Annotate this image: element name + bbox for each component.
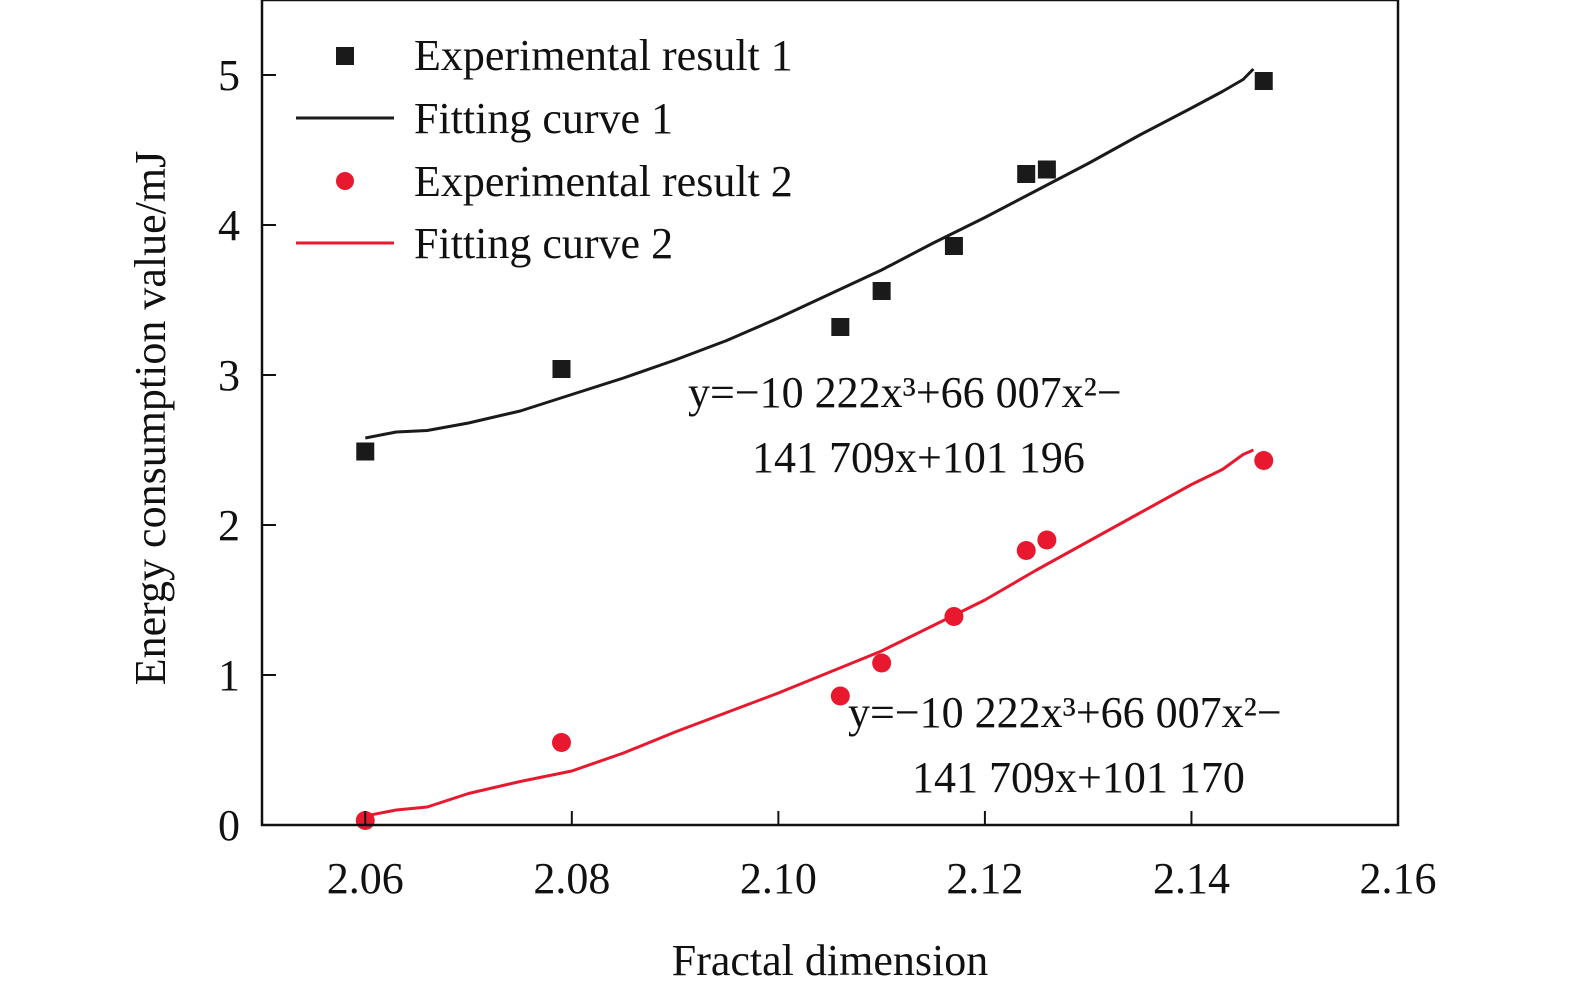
x-axis-title: Fractal dimension [672,936,989,985]
data-point-experimental-result-2 [1016,541,1036,560]
y-tick-label: 5 [218,51,240,100]
data-point-experimental-result-2 [551,733,571,752]
y-axis: 0 1 2 3 4 5 [218,51,276,850]
data-point-experimental-result-1 [552,360,571,378]
equation-annotation-1: y=−10 222x³+66 007x²− 141 709x+101 196 [688,368,1122,482]
data-point-experimental-result-2 [1254,451,1274,470]
equation-1-line-1: y=−10 222x³+66 007x²− [688,368,1122,417]
plot-frame [260,0,1400,827]
y-tick-label: 2 [218,501,240,550]
data-point-experimental-result-1 [1037,160,1056,179]
data-point-experimental-result-2 [830,686,850,706]
data-point-experimental-result-1 [1017,165,1036,183]
data-point-experimental-result-1 [831,318,850,336]
series-line-fitting-curve-2 [365,448,1255,818]
data-point-experimental-result-2 [872,653,892,673]
y-tick-label: 4 [218,201,240,250]
equation-annotation-2: y=−10 222x³+66 007x²− 141 709x+101 170 [848,688,1282,802]
y-tick-label: 3 [218,351,240,400]
legend-label-fitting-1: Fitting curve 1 [414,94,673,143]
legend-label-experimental-2: Experimental result 2 [414,157,793,206]
x-tick-label: 2.14 [1153,854,1230,903]
x-tick-label: 2.12 [946,854,1023,903]
legend-label-experimental-1: Experimental result 1 [414,31,793,80]
y-axis-title: Energy consumption value/mJ [126,151,175,685]
legend-label-fitting-2: Fitting curve 2 [414,219,673,268]
y-tick-label: 1 [218,651,240,700]
data-point-experimental-result-1 [944,237,963,255]
legend-marker-experimental-2 [336,172,354,190]
data-point-experimental-result-1 [1254,72,1273,90]
plot-marks [355,67,1274,830]
equation-1-line-2: 141 709x+101 196 [752,433,1085,482]
data-point-experimental-result-1 [356,442,375,461]
y-tick-label: 0 [218,801,240,850]
data-point-experimental-result-1 [872,282,891,300]
legend: Experimental result 1 Fitting curve 1 Ex… [296,31,793,268]
equation-2-line-1: y=−10 222x³+66 007x²− [848,688,1282,737]
x-tick-label: 2.10 [740,854,817,903]
x-tick-label: 2.06 [327,854,404,903]
legend-marker-experimental-1 [336,47,354,65]
x-tick-label: 2.08 [533,854,610,903]
data-point-experimental-result-2 [1037,530,1057,550]
x-tick-label: 2.16 [1360,854,1437,903]
series-line-fitting-curve-1 [365,67,1255,440]
equation-2-line-2: 141 709x+101 170 [912,753,1245,802]
x-axis: 2.06 2.08 2.10 2.12 2.14 2.16 [327,811,1437,903]
